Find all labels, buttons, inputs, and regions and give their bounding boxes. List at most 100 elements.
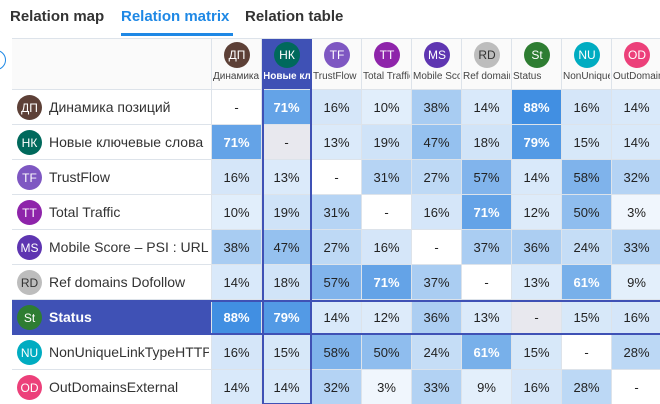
matrix-cell[interactable]: 79%: [262, 300, 312, 335]
matrix-cell[interactable]: 13%: [462, 300, 512, 335]
matrix-cell[interactable]: 58%: [312, 335, 362, 370]
matrix-cell[interactable]: 28%: [612, 335, 660, 370]
matrix-cell[interactable]: 57%: [462, 160, 512, 195]
matrix-cell[interactable]: 15%: [262, 335, 312, 370]
matrix-cell[interactable]: 15%: [512, 335, 562, 370]
matrix-cell[interactable]: 9%: [462, 370, 512, 404]
matrix-cell[interactable]: 38%: [412, 90, 462, 125]
matrix-cell[interactable]: 14%: [212, 265, 262, 300]
matrix-cell[interactable]: -: [212, 90, 262, 125]
column-header[interactable]: TT Total Traffic: [362, 39, 412, 90]
matrix-cell[interactable]: 37%: [462, 230, 512, 265]
matrix-cell[interactable]: 13%: [512, 265, 562, 300]
matrix-cell[interactable]: -: [412, 230, 462, 265]
matrix-cell[interactable]: 16%: [312, 90, 362, 125]
matrix-cell[interactable]: 88%: [212, 300, 262, 335]
matrix-cell[interactable]: 15%: [562, 300, 612, 335]
matrix-cell[interactable]: -: [312, 160, 362, 195]
column-header[interactable]: RD Ref domains Dofollow: [462, 39, 512, 90]
row-header[interactable]: MS Mobile Score – PSI : URL: [12, 230, 212, 265]
matrix-cell[interactable]: 50%: [362, 335, 412, 370]
matrix-cell[interactable]: -: [462, 265, 512, 300]
column-header[interactable]: MS Mobile Score – PSI : URL: [412, 39, 462, 90]
matrix-cell[interactable]: 50%: [562, 195, 612, 230]
matrix-cell[interactable]: 10%: [362, 90, 412, 125]
row-header[interactable]: НК Новые ключевые слова: [12, 125, 212, 160]
matrix-cell[interactable]: 9%: [612, 265, 660, 300]
matrix-cell[interactable]: -: [362, 195, 412, 230]
matrix-cell[interactable]: 33%: [412, 370, 462, 404]
row-header[interactable]: TT Total Traffic: [12, 195, 212, 230]
matrix-cell[interactable]: 15%: [562, 125, 612, 160]
matrix-cell[interactable]: -: [612, 370, 660, 404]
matrix-cell[interactable]: 12%: [362, 300, 412, 335]
matrix-cell[interactable]: 16%: [412, 195, 462, 230]
matrix-cell[interactable]: 37%: [412, 265, 462, 300]
matrix-cell[interactable]: 28%: [562, 370, 612, 404]
matrix-cell[interactable]: 24%: [412, 335, 462, 370]
matrix-cell[interactable]: 36%: [512, 230, 562, 265]
matrix-cell[interactable]: 12%: [512, 195, 562, 230]
matrix-cell[interactable]: 19%: [262, 195, 312, 230]
matrix-cell[interactable]: 14%: [512, 160, 562, 195]
row-header[interactable]: RD Ref domains Dofollow: [12, 265, 212, 300]
row-header[interactable]: ДП Динамика позиций: [12, 90, 212, 125]
matrix-cell[interactable]: 47%: [262, 230, 312, 265]
matrix-cell[interactable]: 61%: [562, 265, 612, 300]
tab[interactable]: Relation table: [245, 8, 344, 25]
matrix-cell[interactable]: 71%: [362, 265, 412, 300]
matrix-cell[interactable]: 18%: [262, 265, 312, 300]
matrix-cell[interactable]: 14%: [612, 90, 660, 125]
matrix-cell[interactable]: 88%: [512, 90, 562, 125]
row-header[interactable]: OD OutDomainsExternal: [12, 370, 212, 404]
matrix-cell[interactable]: 3%: [362, 370, 412, 404]
tab[interactable]: Relation matrix: [121, 8, 230, 25]
matrix-cell[interactable]: 13%: [312, 125, 362, 160]
column-header[interactable]: NU NonUniqueLinkTypeHTTPS: [562, 39, 612, 90]
column-header[interactable]: St Status: [512, 39, 562, 90]
matrix-cell[interactable]: 16%: [212, 335, 262, 370]
matrix-cell[interactable]: 18%: [462, 125, 512, 160]
column-header[interactable]: НК Новые ключевые слова: [262, 39, 312, 90]
matrix-cell[interactable]: 19%: [362, 125, 412, 160]
matrix-cell[interactable]: 16%: [512, 370, 562, 404]
matrix-cell[interactable]: 24%: [562, 230, 612, 265]
matrix-cell[interactable]: 32%: [312, 370, 362, 404]
matrix-cell[interactable]: 71%: [262, 90, 312, 125]
matrix-cell[interactable]: 14%: [612, 125, 660, 160]
matrix-cell[interactable]: 79%: [512, 125, 562, 160]
tab[interactable]: Relation map: [10, 8, 105, 25]
matrix-cell[interactable]: 13%: [262, 160, 312, 195]
matrix-cell[interactable]: 16%: [212, 160, 262, 195]
matrix-cell[interactable]: 14%: [262, 370, 312, 404]
matrix-cell[interactable]: 71%: [212, 125, 262, 160]
column-header[interactable]: OD OutDomainsExternal: [612, 39, 660, 90]
matrix-cell[interactable]: 58%: [562, 160, 612, 195]
matrix-cell[interactable]: 27%: [412, 160, 462, 195]
matrix-cell[interactable]: 10%: [212, 195, 262, 230]
matrix-cell[interactable]: -: [562, 335, 612, 370]
row-header[interactable]: TF TrustFlow: [12, 160, 212, 195]
side-button[interactable]: [0, 50, 6, 70]
matrix-cell[interactable]: 33%: [612, 230, 660, 265]
matrix-cell[interactable]: 38%: [212, 230, 262, 265]
matrix-cell[interactable]: 16%: [362, 230, 412, 265]
row-header[interactable]: St Status: [12, 300, 212, 335]
matrix-cell[interactable]: 16%: [562, 90, 612, 125]
matrix-cell[interactable]: 57%: [312, 265, 362, 300]
matrix-cell[interactable]: -: [262, 125, 312, 160]
matrix-cell[interactable]: 71%: [462, 195, 512, 230]
column-header[interactable]: ДП Динамика позиций: [212, 39, 262, 90]
matrix-cell[interactable]: -: [512, 300, 562, 335]
matrix-cell[interactable]: 14%: [312, 300, 362, 335]
matrix-cell[interactable]: 14%: [212, 370, 262, 404]
matrix-cell[interactable]: 14%: [462, 90, 512, 125]
matrix-cell[interactable]: 16%: [612, 300, 660, 335]
column-header[interactable]: TF TrustFlow: [312, 39, 362, 90]
matrix-cell[interactable]: 3%: [612, 195, 660, 230]
matrix-cell[interactable]: 27%: [312, 230, 362, 265]
matrix-cell[interactable]: 36%: [412, 300, 462, 335]
row-header[interactable]: NU NonUniqueLinkTypeHTTPS: [12, 335, 212, 370]
matrix-cell[interactable]: 47%: [412, 125, 462, 160]
matrix-cell[interactable]: 32%: [612, 160, 660, 195]
